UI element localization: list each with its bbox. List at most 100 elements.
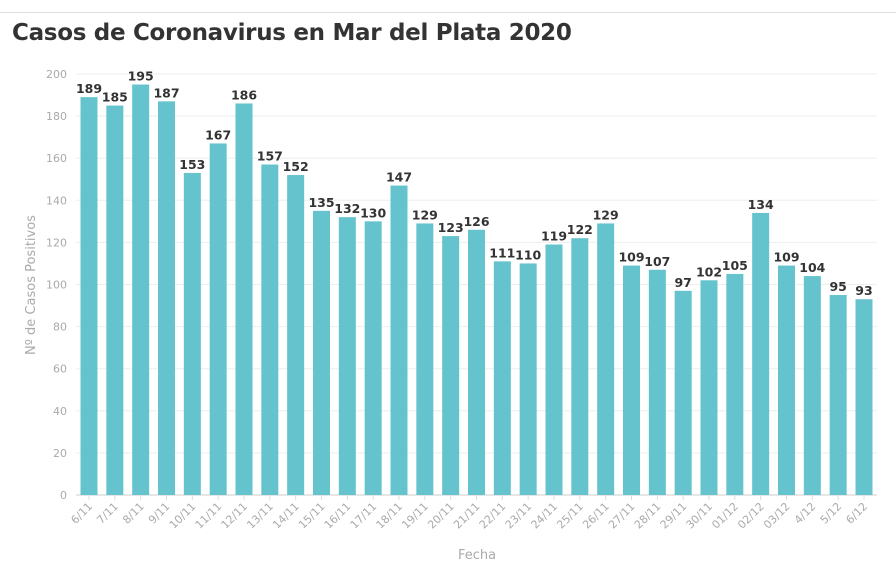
y-tick-label: 200 xyxy=(46,68,67,81)
x-tick-label: 6/11 xyxy=(68,500,95,527)
bar xyxy=(364,221,382,495)
x-tick-label: 16/11 xyxy=(322,500,354,532)
x-tick-label: 22/11 xyxy=(477,500,509,532)
x-tick-label: 15/11 xyxy=(296,500,328,532)
bar xyxy=(261,164,279,495)
x-tick-label: 03/12 xyxy=(761,500,793,532)
data-label: 167 xyxy=(205,127,231,142)
x-tick-label: 30/11 xyxy=(684,500,716,532)
x-tick-label: 20/11 xyxy=(425,500,457,532)
data-label: 95 xyxy=(829,279,846,294)
bar xyxy=(519,263,537,495)
x-tick-label: 26/11 xyxy=(580,500,612,532)
top-divider xyxy=(0,12,896,13)
x-tick-label: 13/11 xyxy=(244,500,276,532)
bar xyxy=(623,265,640,495)
data-label: 119 xyxy=(541,229,567,244)
bar xyxy=(726,273,744,495)
data-label: 122 xyxy=(567,222,593,237)
data-label: 157 xyxy=(257,149,283,164)
bar xyxy=(313,210,330,495)
data-label: 129 xyxy=(412,207,438,222)
y-tick-label: 160 xyxy=(46,152,67,165)
bar xyxy=(648,269,666,495)
y-tick-label: 60 xyxy=(53,363,67,376)
bar xyxy=(209,143,227,495)
bar xyxy=(752,212,770,495)
x-tick-label: 14/11 xyxy=(270,500,302,532)
chart-title: Casos de Coronavirus en Mar del Plata 20… xyxy=(12,20,572,46)
data-label: 187 xyxy=(153,85,179,100)
data-label: 153 xyxy=(179,157,205,172)
data-label: 93 xyxy=(855,283,872,298)
x-tick-label: 5/12 xyxy=(818,500,845,527)
x-tick-label: 10/11 xyxy=(167,500,199,532)
y-tick-label: 0 xyxy=(60,489,67,502)
bar xyxy=(416,223,434,495)
x-tick-label: 02/12 xyxy=(735,500,767,532)
bar xyxy=(571,238,589,495)
data-label: 111 xyxy=(489,245,515,260)
bar xyxy=(855,299,873,495)
x-tick-label: 4/12 xyxy=(792,500,819,527)
x-tick-label: 6/12 xyxy=(843,500,870,527)
y-tick-label: 40 xyxy=(53,405,67,418)
data-label: 152 xyxy=(283,159,309,174)
bar xyxy=(700,280,718,495)
y-tick-label: 100 xyxy=(46,279,67,292)
x-tick-label: 28/11 xyxy=(632,500,664,532)
x-tick-label: 23/11 xyxy=(503,500,535,532)
bar xyxy=(803,276,821,495)
bar xyxy=(493,261,511,495)
data-label: 104 xyxy=(799,260,825,275)
x-axis-label: Fecha xyxy=(458,548,496,563)
data-label: 107 xyxy=(644,254,670,269)
x-tick-label: 24/11 xyxy=(529,500,561,532)
bar xyxy=(468,229,485,495)
data-label: 123 xyxy=(438,220,464,235)
y-tick-label: 140 xyxy=(46,194,67,207)
data-label: 132 xyxy=(334,201,360,216)
bar xyxy=(338,217,356,495)
x-tick-label: 01/12 xyxy=(709,500,741,532)
x-tick-label: 18/11 xyxy=(374,500,406,532)
bar xyxy=(442,236,460,495)
data-label: 130 xyxy=(360,205,386,220)
x-tick-label: 11/11 xyxy=(193,500,225,532)
bar xyxy=(778,265,795,495)
data-label: 109 xyxy=(773,250,799,265)
data-label: 102 xyxy=(696,264,722,279)
bar xyxy=(132,84,150,496)
bar xyxy=(183,172,201,495)
x-tick-label: 8/11 xyxy=(120,500,147,527)
data-label: 189 xyxy=(76,81,102,96)
x-tick-label: 21/11 xyxy=(451,500,483,532)
x-tick-label: 25/11 xyxy=(554,500,586,532)
bar xyxy=(674,290,692,495)
data-label: 110 xyxy=(515,247,541,262)
data-label: 105 xyxy=(722,258,748,273)
x-tick-label: 17/11 xyxy=(348,500,380,532)
bar xyxy=(597,223,615,495)
bar xyxy=(158,101,175,496)
bar xyxy=(235,103,253,495)
x-tick-label: 19/11 xyxy=(399,500,431,532)
data-label: 126 xyxy=(463,214,489,229)
x-tick-label: 12/11 xyxy=(219,500,251,532)
bar xyxy=(287,175,305,496)
y-tick-label: 120 xyxy=(46,236,67,249)
bar xyxy=(545,244,563,495)
y-tick-label: 20 xyxy=(53,447,67,460)
data-label: 147 xyxy=(386,170,412,185)
data-label: 97 xyxy=(674,275,691,290)
bar xyxy=(106,105,124,495)
data-label: 135 xyxy=(308,195,334,210)
data-label: 109 xyxy=(618,250,644,265)
y-tick-label: 180 xyxy=(46,110,67,123)
data-label: 185 xyxy=(102,90,128,105)
x-tick-label: 7/11 xyxy=(94,500,121,527)
y-tick-label: 80 xyxy=(53,321,67,334)
x-tick-label: 29/11 xyxy=(658,500,690,532)
bar xyxy=(390,185,408,495)
